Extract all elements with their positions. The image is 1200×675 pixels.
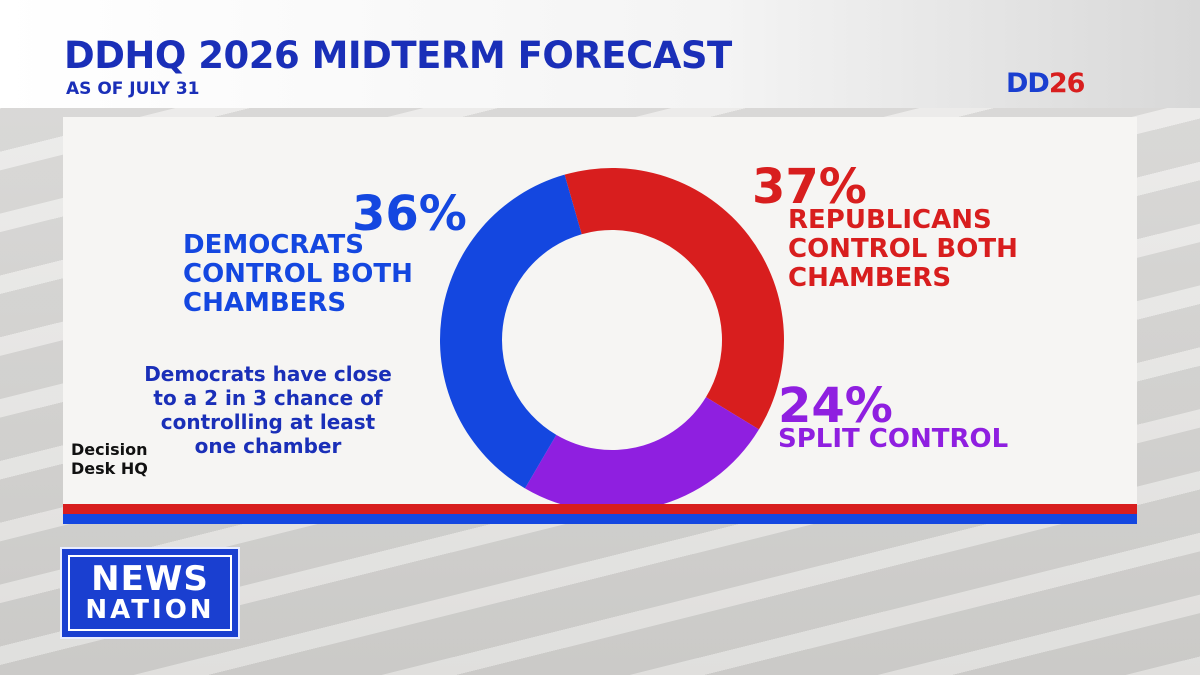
dem-percent: 36% — [352, 186, 467, 242]
split-label-line: SPLIT CONTROL — [778, 424, 1009, 454]
dd26-logo: DD26 — [1006, 68, 1086, 99]
dd26-logo-dd: DD — [1006, 68, 1050, 99]
note-line: Democrats have close — [144, 362, 392, 386]
rep-label-line: CONTROL BOTH — [788, 234, 1018, 264]
dem-label-line: DEMOCRATS — [183, 230, 364, 260]
page-title: DDHQ 2026 MIDTERM FORECAST — [64, 34, 732, 77]
newsnation-logo: NEWS NATION — [60, 547, 240, 639]
rep-label-line: CHAMBERS — [788, 263, 952, 293]
ddhq-logo-line: Desk HQ — [71, 459, 148, 478]
dd26-logo-year: 26 — [1048, 68, 1086, 99]
red-stripe — [63, 504, 1137, 514]
decision-desk-hq-logo: Decision Desk HQ — [71, 440, 181, 478]
donut-slice-1 — [564, 168, 784, 430]
rep-label-line: REPUBLICANS — [788, 205, 992, 235]
split-percent: 24% — [778, 378, 893, 434]
donut-slice-2 — [524, 397, 759, 513]
rep-percent: 37% — [752, 159, 867, 215]
newsnation-logo-line: NEWS — [91, 559, 209, 599]
header-band — [0, 0, 1200, 108]
note-line: to a 2 in 3 chance of — [153, 386, 383, 410]
newsnation-logo-line: NATION — [85, 595, 215, 625]
donut-slice-3 — [440, 174, 582, 489]
note-line: controlling at least — [160, 410, 376, 434]
split-label: SPLIT CONTROL — [778, 425, 1008, 454]
page-subtitle: AS OF JULY 31 — [66, 79, 200, 99]
newsnation-logo-frame — [68, 555, 232, 631]
dem-label-line: CONTROL BOTH — [183, 259, 413, 289]
rep-label: REPUBLICANS CONTROL BOTH CHAMBERS — [788, 206, 1018, 293]
dem-label: DEMOCRATS CONTROL BOTH CHAMBERS — [183, 231, 413, 318]
dem-label-line: CHAMBERS — [183, 288, 347, 318]
ddhq-logo-line: Decision — [71, 440, 148, 459]
note-line: one chamber — [194, 434, 342, 458]
forecast-note: Democrats have close to a 2 in 3 chance … — [118, 362, 418, 458]
blue-stripe — [63, 514, 1137, 524]
